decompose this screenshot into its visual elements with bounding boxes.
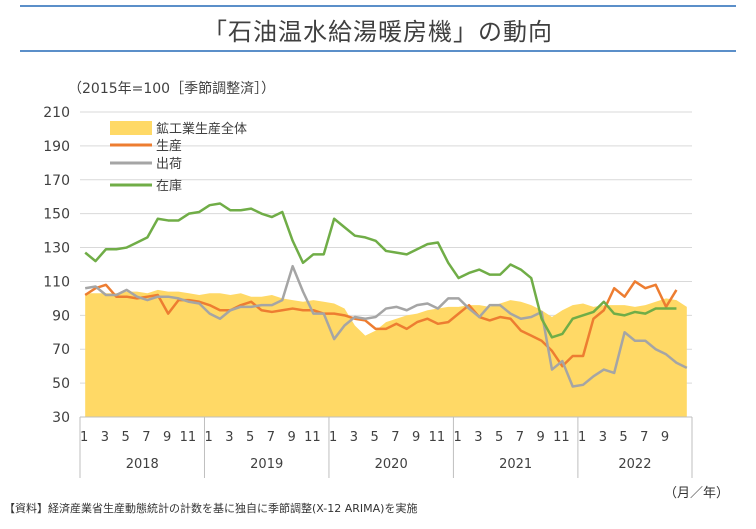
x-tick-label: 9 xyxy=(163,430,171,445)
y-tick-label: 170 xyxy=(43,173,70,189)
series-area-mining-manufacturing xyxy=(85,289,687,417)
x-tick-label: 9 xyxy=(536,430,544,445)
y-tick-label: 70 xyxy=(52,342,70,358)
x-tick-label: 3 xyxy=(101,430,109,445)
x-tick-label: 3 xyxy=(474,430,482,445)
x-tick-label: 11 xyxy=(180,430,197,445)
year-label: 2018 xyxy=(126,457,159,472)
x-tick-label: 9 xyxy=(661,430,669,445)
x-tick-label: 7 xyxy=(267,430,275,445)
x-tick-label: 5 xyxy=(370,430,378,445)
year-label: 2021 xyxy=(499,457,532,472)
year-label: 2019 xyxy=(250,457,283,472)
x-tick-label: 11 xyxy=(429,430,446,445)
series-line-inventory xyxy=(84,202,677,339)
x-tick-label: 3 xyxy=(350,430,358,445)
x-tick-label: 1 xyxy=(453,430,461,445)
x-tick-label: 1 xyxy=(80,430,88,445)
x-tick-label: 1 xyxy=(578,430,586,445)
year-label: 2022 xyxy=(618,457,651,472)
y-tick-label: 210 xyxy=(43,105,70,121)
x-tick-label: 9 xyxy=(412,430,420,445)
title-rule-bottom xyxy=(20,50,736,52)
x-tick-label: 7 xyxy=(516,430,524,445)
x-tick-label: 5 xyxy=(246,430,254,445)
x-tick-label: 7 xyxy=(640,430,648,445)
y-tick-label: 50 xyxy=(52,376,70,392)
legend-label: 在庫 xyxy=(156,179,182,194)
legend-label: 出荷 xyxy=(156,157,182,172)
y-tick-label: 110 xyxy=(43,274,70,290)
chart-title: 「石油温水給湯暖房機」の動向 xyxy=(203,18,553,46)
legend-swatch-mining-manufacturing xyxy=(110,121,152,135)
y-tick-label: 130 xyxy=(43,241,70,257)
x-unit-label: （月／年） xyxy=(664,486,730,501)
x-tick-label: 1 xyxy=(205,430,213,445)
year-label: 2020 xyxy=(375,457,408,472)
y-unit-label: （2015年=100［季節調整済］） xyxy=(68,81,276,97)
x-tick-label: 11 xyxy=(553,430,570,445)
y-tick-label: 190 xyxy=(43,139,70,155)
legend-label: 鉱工業生産全体 xyxy=(156,121,247,137)
x-tick-label: 7 xyxy=(142,430,150,445)
x-tick-label: 5 xyxy=(619,430,627,445)
x-tick-label: 7 xyxy=(391,430,399,445)
source-note: 【資料】経済産業省生産動態統計の計数を基に独自に季節調整(X-12 ARIMA)… xyxy=(4,502,418,515)
x-tick-label: 5 xyxy=(122,430,130,445)
x-tick-label: 3 xyxy=(599,430,607,445)
y-tick-label: 150 xyxy=(43,207,70,223)
x-tick-label: 3 xyxy=(225,430,233,445)
x-tick-label: 9 xyxy=(288,430,296,445)
x-tick-label: 5 xyxy=(495,430,503,445)
legend-label: 生産 xyxy=(156,138,182,154)
x-tick-label: 11 xyxy=(304,430,321,445)
y-tick-label: 90 xyxy=(52,308,70,324)
x-tick-label: 1 xyxy=(329,430,337,445)
series-line-shipments xyxy=(84,264,688,388)
title-rule-top xyxy=(20,5,736,7)
y-tick-label: 30 xyxy=(52,410,70,426)
